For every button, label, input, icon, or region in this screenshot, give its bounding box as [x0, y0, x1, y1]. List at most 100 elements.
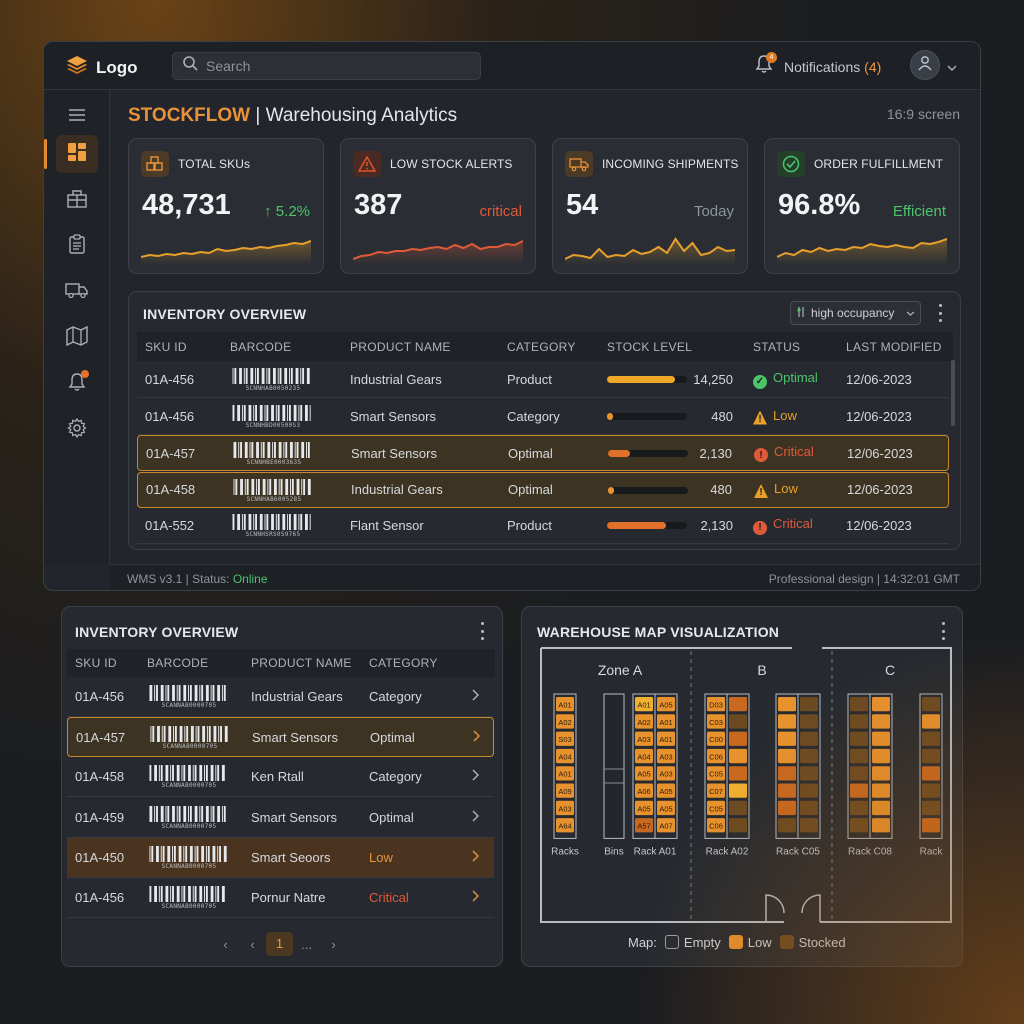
rack-slot[interactable]: [729, 748, 747, 764]
rack-slot[interactable]: [729, 697, 747, 712]
column-header[interactable]: PRODUCT NAME: [350, 339, 451, 354]
rack-slot[interactable]: [778, 748, 796, 764]
rack-slot[interactable]: [729, 766, 747, 781]
list-item[interactable]: 01A-458 SCANNAB0000705 Ken Rtall Category: [67, 757, 494, 798]
notifications-button[interactable]: 4 Notifications (4): [754, 52, 881, 79]
rack-slot[interactable]: [922, 783, 940, 798]
rack-slot[interactable]: [778, 766, 796, 781]
sidebar-item-dashboard[interactable]: [44, 135, 98, 173]
pager-prev-icon[interactable]: ‹: [250, 936, 255, 952]
rack-slot[interactable]: [850, 731, 868, 746]
kpi-card[interactable]: INCOMING SHIPMENTS 54 Today: [552, 138, 748, 274]
rack-slot[interactable]: [635, 818, 653, 833]
rack-slot[interactable]: [800, 731, 818, 746]
chevron-right-icon[interactable]: [471, 769, 480, 784]
rack-slot[interactable]: [657, 766, 675, 781]
rack-slot[interactable]: [556, 766, 574, 781]
rack-slot[interactable]: [872, 731, 890, 746]
rack-slot[interactable]: [729, 714, 747, 729]
more-options-icon[interactable]: [479, 622, 485, 640]
rack-slot[interactable]: [872, 697, 890, 712]
rack-slot[interactable]: [850, 748, 868, 764]
pager-first-icon[interactable]: ‹: [223, 936, 228, 952]
rack-slot[interactable]: [556, 818, 574, 833]
rack-slot[interactable]: [635, 766, 653, 781]
rack-slot[interactable]: [800, 800, 818, 816]
table-row[interactable]: 01A-458 SCNNHAB6005285 Industrial Gears Opt…: [137, 471, 949, 508]
rack-slot[interactable]: [657, 714, 675, 729]
rack-slot[interactable]: [800, 766, 818, 781]
rack-slot[interactable]: [707, 818, 725, 833]
chevron-right-icon[interactable]: [471, 810, 480, 825]
rack-slot[interactable]: [922, 714, 940, 729]
search-input[interactable]: Search: [172, 52, 481, 80]
rack-slot[interactable]: [778, 818, 796, 833]
rack-slot[interactable]: [850, 800, 868, 816]
chevron-down-icon[interactable]: [947, 59, 957, 77]
list-item[interactable]: 01A-456 SCANNAB0000705 Industrial Gears Cat…: [67, 677, 494, 717]
rack-slot[interactable]: [729, 800, 747, 816]
pager-current-page[interactable]: 1: [266, 932, 293, 956]
rack-slot[interactable]: [922, 800, 940, 816]
rack-slot[interactable]: [657, 748, 675, 764]
rack-slot[interactable]: [729, 783, 747, 798]
rack-slot[interactable]: [872, 714, 890, 729]
pager-next-icon[interactable]: ›: [331, 936, 336, 952]
chevron-right-icon[interactable]: [471, 850, 480, 865]
rack-slot[interactable]: [635, 697, 653, 712]
table-row[interactable]: 01A-552 SCNNHSRS0S9765 Flant Sensor Product…: [137, 508, 949, 544]
rack-slot[interactable]: [922, 766, 940, 781]
rack-slot[interactable]: [707, 766, 725, 781]
rack-slot[interactable]: [657, 731, 675, 746]
rack-slot[interactable]: [778, 714, 796, 729]
logo[interactable]: Logo: [66, 55, 138, 80]
list-item[interactable]: 01A-459 SCANNAB0000705 Smart Sensors Optima…: [67, 798, 494, 838]
rack-slot[interactable]: [922, 748, 940, 764]
column-header[interactable]: CATEGORY: [369, 656, 438, 670]
sidebar-item-orders[interactable]: [56, 227, 98, 265]
rack-slot[interactable]: [729, 818, 747, 833]
sidebar-item-alerts[interactable]: [56, 365, 98, 403]
rack-slot[interactable]: [800, 783, 818, 798]
rack-slot[interactable]: [707, 748, 725, 764]
sidebar-item-map[interactable]: [56, 319, 98, 357]
rack-slot[interactable]: [778, 731, 796, 746]
rack-slot[interactable]: [707, 800, 725, 816]
rack-slot[interactable]: [635, 731, 653, 746]
rack-slot[interactable]: [707, 697, 725, 712]
rack-slot[interactable]: [922, 697, 940, 712]
occupancy-filter-dropdown[interactable]: high occupancy: [790, 301, 921, 325]
rack-slot[interactable]: [872, 818, 890, 833]
list-item[interactable]: 01A-450 SCANNAB0000705 Smart Seoors Low: [67, 837, 494, 878]
rack-slot[interactable]: [556, 731, 574, 746]
kpi-card[interactable]: TOTAL SKUs 48,731 ↑ 5.2%: [128, 138, 324, 274]
column-header[interactable]: BARCODE: [230, 339, 292, 354]
rack-slot[interactable]: [707, 714, 725, 729]
column-header[interactable]: LAST MODIFIED: [846, 339, 942, 354]
rack-slot[interactable]: [922, 818, 940, 833]
rack-slot[interactable]: [872, 748, 890, 764]
rack-slot[interactable]: [850, 783, 868, 798]
rack-slot[interactable]: [872, 766, 890, 781]
scrollbar[interactable]: [951, 360, 955, 426]
more-options-icon[interactable]: [940, 622, 946, 640]
kpi-card[interactable]: LOW STOCK ALERTS 387 critical: [340, 138, 536, 274]
rack-slot[interactable]: [729, 731, 747, 746]
table-row[interactable]: 01A-456 SCNNHAB0050235 Industrial Gears Pro…: [137, 362, 949, 398]
rack-slot[interactable]: [778, 783, 796, 798]
sidebar-item-settings[interactable]: [56, 411, 98, 449]
sidebar-item-inventory[interactable]: [56, 181, 98, 219]
rack-slot[interactable]: [872, 800, 890, 816]
list-item[interactable]: 01A-457 SCANNAB0000705 Smart Sensors Optima…: [67, 717, 494, 758]
rack-slot[interactable]: [657, 800, 675, 816]
rack-slot[interactable]: [657, 697, 675, 712]
rack-slot[interactable]: [778, 697, 796, 712]
rack-slot[interactable]: [635, 800, 653, 816]
rack-slot[interactable]: [556, 714, 574, 729]
column-header[interactable]: PRODUCT NAME: [251, 656, 352, 670]
column-header[interactable]: STATUS: [753, 339, 801, 354]
chevron-right-icon[interactable]: [471, 689, 480, 704]
list-item[interactable]: 01A-456 SCANNAB0000705 Pornur Natre Critica…: [67, 878, 494, 918]
chevron-right-icon[interactable]: [472, 730, 481, 745]
rack-slot[interactable]: [850, 714, 868, 729]
